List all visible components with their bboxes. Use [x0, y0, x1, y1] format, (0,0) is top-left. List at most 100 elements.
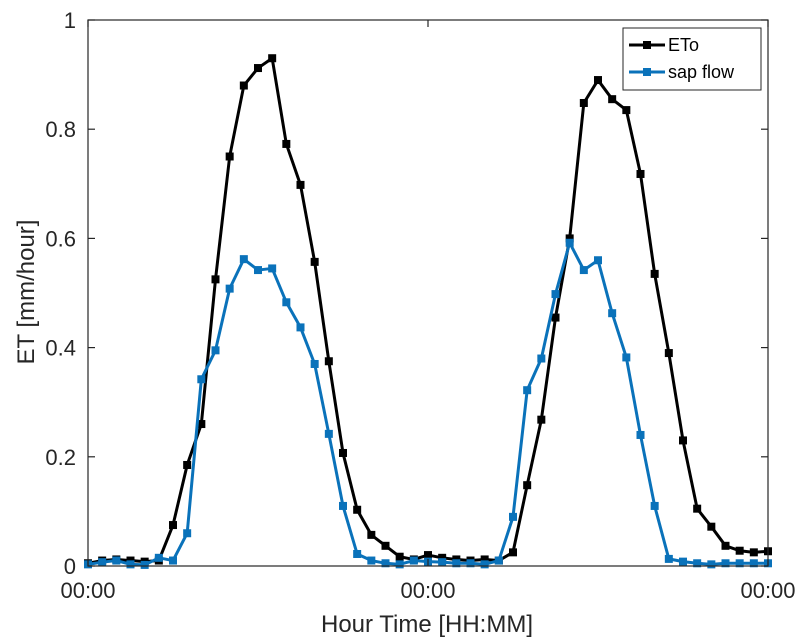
- data-point: [636, 430, 645, 439]
- data-point: [183, 460, 192, 469]
- data-point: [225, 152, 234, 161]
- y-tick-label: 1: [64, 8, 76, 33]
- data-point: [579, 98, 588, 107]
- data-point: [650, 269, 659, 278]
- data-point: [254, 266, 262, 275]
- data-point: [268, 54, 277, 63]
- data-point: [551, 290, 560, 299]
- data-point: [424, 551, 432, 560]
- data-point: [707, 522, 716, 531]
- data-point: [310, 257, 319, 266]
- data-point: [324, 429, 333, 438]
- data-point: [579, 266, 588, 275]
- data-point: [395, 560, 404, 569]
- x-axis-title: Hour Time [HH:MM]: [321, 611, 533, 638]
- data-point: [239, 255, 248, 264]
- data-point: [480, 555, 489, 564]
- data-point: [339, 448, 347, 457]
- data-point: [169, 521, 177, 530]
- y-tick-label: 0: [64, 554, 76, 579]
- data-point: [466, 559, 475, 568]
- data-point: [523, 386, 532, 395]
- data-point: [721, 559, 730, 568]
- data-point: [282, 298, 291, 307]
- legend-marker: [643, 68, 651, 76]
- data-point: [721, 541, 730, 550]
- data-point: [650, 501, 659, 510]
- data-point: [183, 529, 192, 538]
- data-point: [381, 559, 390, 568]
- legend-label: ETo: [668, 35, 699, 55]
- data-point: [537, 354, 546, 363]
- data-point: [353, 505, 362, 514]
- data-point: [310, 359, 319, 368]
- data-point: [254, 64, 262, 73]
- data-point: [339, 501, 347, 510]
- data-point: [735, 559, 744, 568]
- data-point: [551, 313, 560, 322]
- data-point: [693, 559, 702, 568]
- data-point: [381, 541, 390, 550]
- data-point: [679, 436, 687, 445]
- y-tick-label: 0.4: [45, 336, 76, 361]
- y-tick-label: 0.6: [45, 226, 76, 251]
- data-point: [707, 560, 716, 569]
- data-point: [268, 264, 277, 273]
- series-layer: [84, 54, 772, 569]
- legend-label: sap flow: [668, 62, 735, 82]
- x-tick-label: 00:00: [60, 578, 115, 603]
- data-point: [735, 546, 744, 555]
- x-tick-label: 00:00: [740, 578, 795, 603]
- y-tick-label: 0.8: [45, 117, 76, 142]
- data-point: [594, 76, 602, 85]
- data-point: [537, 415, 546, 424]
- plot-background: [88, 20, 768, 566]
- legend: ETo sap flow: [622, 27, 762, 91]
- data-point: [98, 558, 107, 567]
- data-point: [126, 560, 135, 569]
- data-point: [140, 560, 149, 569]
- data-point: [296, 323, 305, 332]
- data-point: [608, 309, 617, 318]
- data-point: [211, 275, 220, 284]
- data-point: [239, 81, 248, 90]
- data-point: [452, 559, 461, 568]
- data-point: [523, 481, 532, 490]
- data-point: [749, 548, 758, 557]
- data-point: [169, 556, 177, 565]
- data-point: [608, 95, 617, 104]
- legend-marker: [643, 41, 651, 49]
- data-point: [211, 346, 220, 355]
- data-point: [664, 349, 673, 358]
- plot-area: [88, 20, 768, 566]
- data-point: [154, 553, 163, 562]
- data-point: [679, 557, 687, 566]
- data-point: [565, 238, 574, 247]
- data-point: [594, 256, 602, 265]
- data-point: [622, 353, 631, 362]
- axes-layer: 0 0.2 0.4 0.6 0.8 1 00:00 00:00 00:00: [45, 8, 795, 603]
- data-point: [296, 180, 305, 189]
- data-point: [509, 548, 517, 557]
- data-point: [438, 553, 447, 562]
- data-point: [693, 504, 702, 513]
- x-tick-label: 00:00: [400, 578, 455, 603]
- data-point: [409, 556, 418, 565]
- data-point: [509, 512, 517, 521]
- data-point: [636, 169, 645, 178]
- data-point: [480, 560, 489, 569]
- legend-box: [622, 27, 762, 91]
- data-point: [494, 556, 503, 565]
- data-point: [395, 552, 404, 561]
- y-axis-title: ET [mm/hour]: [13, 220, 40, 365]
- data-point: [112, 556, 121, 565]
- data-point: [749, 559, 758, 568]
- data-point: [565, 234, 574, 243]
- data-point: [438, 558, 447, 567]
- data-point: [367, 530, 376, 539]
- y-tick-label: 0.2: [45, 445, 76, 470]
- data-point: [367, 556, 376, 565]
- data-point: [282, 139, 291, 148]
- data-point: [353, 549, 362, 558]
